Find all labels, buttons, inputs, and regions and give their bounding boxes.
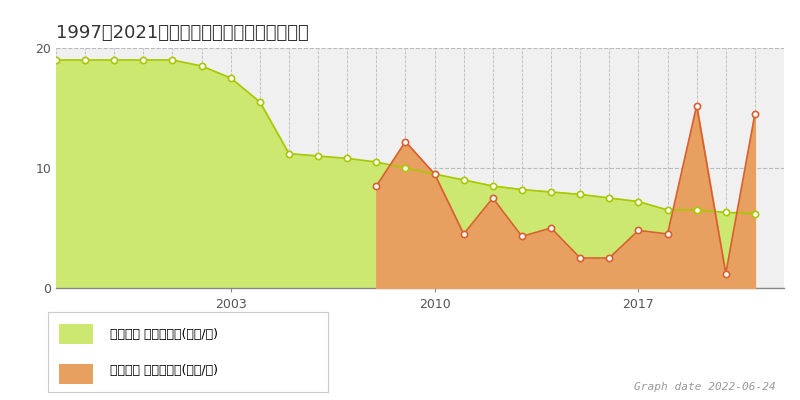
Text: 取引価格 平均嵪単価(万円/嵪): 取引価格 平均嵪単価(万円/嵪) bbox=[110, 364, 218, 376]
FancyBboxPatch shape bbox=[59, 364, 93, 384]
Text: Graph date 2022-06-24: Graph date 2022-06-24 bbox=[634, 382, 776, 392]
Text: 地価公示 平均嵪単価(万円/嵪): 地価公示 平均嵪単価(万円/嵪) bbox=[110, 328, 218, 340]
FancyBboxPatch shape bbox=[59, 324, 93, 344]
Text: 1997～2021年　西宇和郡伊方町の地価推移: 1997～2021年 西宇和郡伊方町の地価推移 bbox=[56, 24, 309, 42]
